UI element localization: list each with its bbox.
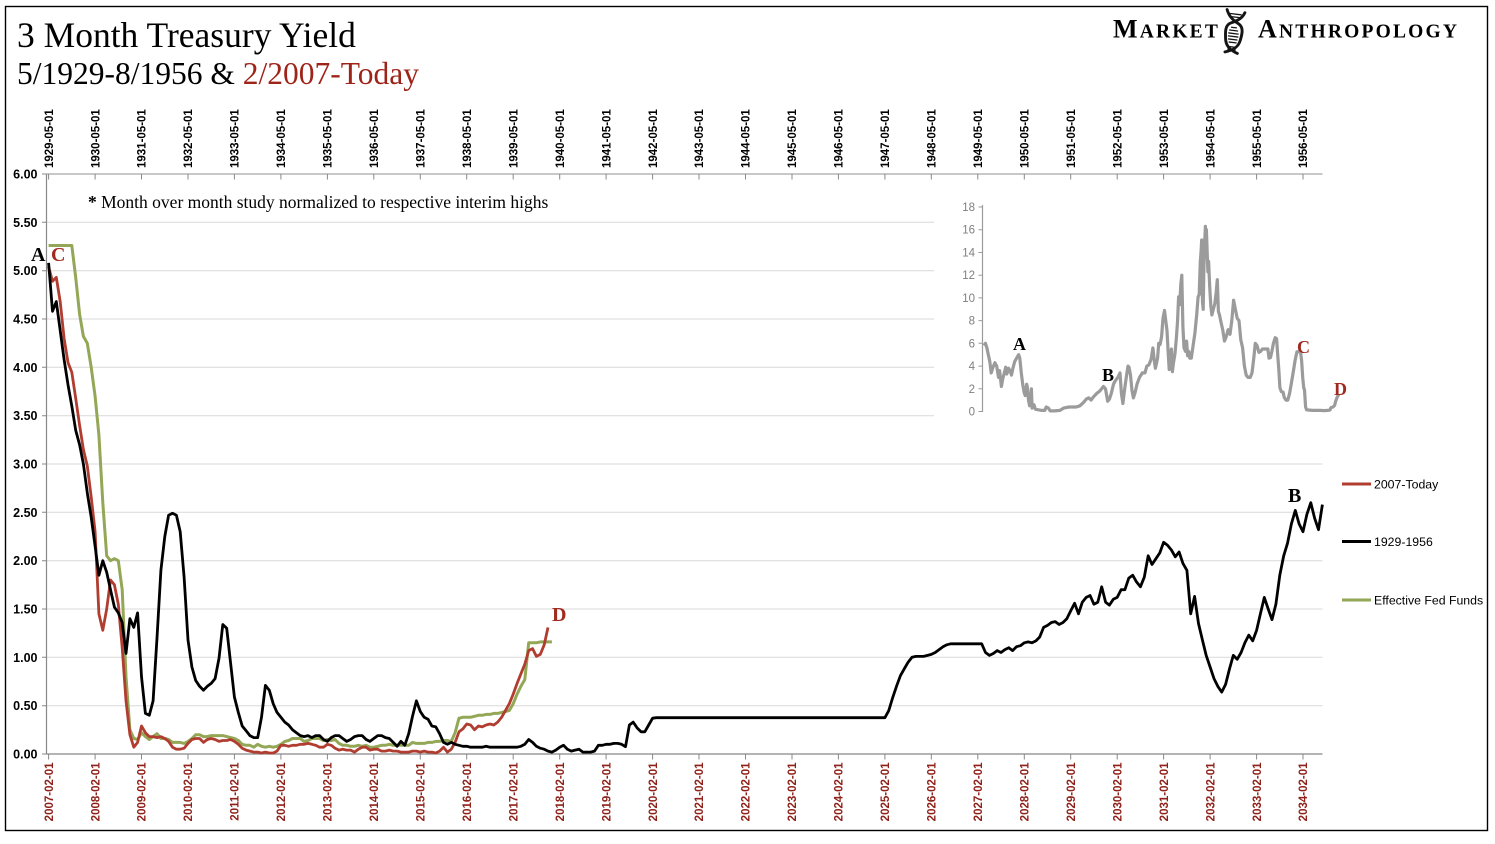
svg-text:8: 8	[969, 316, 975, 328]
svg-text:4.50: 4.50	[13, 313, 37, 327]
svg-text:3.50: 3.50	[13, 409, 37, 423]
svg-text:12: 12	[962, 270, 975, 282]
svg-text:2012-02-01: 2012-02-01	[276, 762, 288, 821]
svg-text:D: D	[1334, 379, 1347, 399]
svg-text:1939-05-01: 1939-05-01	[508, 109, 520, 168]
svg-text:1944-05-01: 1944-05-01	[741, 109, 753, 168]
svg-text:* Month over month study norma: * Month over month study normalized to r…	[88, 192, 548, 212]
svg-text:1933-05-01: 1933-05-01	[230, 109, 242, 168]
svg-text:2.00: 2.00	[13, 554, 37, 568]
svg-text:2017-02-01: 2017-02-01	[508, 762, 520, 821]
svg-text:1948-05-01: 1948-05-01	[927, 109, 939, 168]
svg-text:2030-02-01: 2030-02-01	[1112, 762, 1124, 821]
svg-text:1946-05-01: 1946-05-01	[834, 109, 846, 168]
svg-text:18: 18	[962, 202, 975, 214]
svg-text:0.00: 0.00	[13, 748, 37, 762]
svg-text:1941-05-01: 1941-05-01	[601, 109, 613, 168]
svg-text:2007-Today: 2007-Today	[1374, 478, 1439, 492]
svg-text:1947-05-01: 1947-05-01	[880, 109, 892, 168]
svg-text:2: 2	[969, 384, 975, 396]
svg-text:1.00: 1.00	[13, 651, 37, 665]
svg-text:2025-02-01: 2025-02-01	[880, 762, 892, 821]
svg-text:1932-05-01: 1932-05-01	[183, 109, 195, 168]
svg-text:1931-05-01: 1931-05-01	[137, 109, 149, 168]
svg-text:6.00: 6.00	[13, 168, 37, 182]
svg-text:D: D	[552, 604, 566, 626]
svg-text:0.50: 0.50	[13, 699, 37, 713]
svg-text:1929-1956: 1929-1956	[1374, 535, 1433, 549]
svg-text:1930-05-01: 1930-05-01	[90, 109, 102, 168]
svg-text:4.00: 4.00	[13, 361, 37, 375]
svg-text:3 Month Treasury Yield: 3 Month Treasury Yield	[17, 15, 356, 55]
svg-text:1945-05-01: 1945-05-01	[787, 109, 799, 168]
svg-text:2008-02-01: 2008-02-01	[90, 762, 102, 821]
svg-text:1929-05-01: 1929-05-01	[44, 109, 56, 168]
svg-text:1950-05-01: 1950-05-01	[1020, 109, 1032, 168]
svg-text:1936-05-01: 1936-05-01	[369, 109, 381, 168]
svg-text:2010-02-01: 2010-02-01	[183, 762, 195, 821]
svg-text:2026-02-01: 2026-02-01	[927, 762, 939, 821]
svg-text:1.50: 1.50	[13, 603, 37, 617]
svg-text:1937-05-01: 1937-05-01	[416, 109, 428, 168]
svg-text:2023-02-01: 2023-02-01	[787, 762, 799, 821]
svg-text:2011-02-01: 2011-02-01	[230, 762, 242, 821]
svg-text:2024-02-01: 2024-02-01	[834, 762, 846, 821]
svg-text:1952-05-01: 1952-05-01	[1112, 109, 1124, 168]
svg-text:5.00: 5.00	[13, 264, 37, 278]
svg-text:2027-02-01: 2027-02-01	[973, 762, 985, 821]
svg-text:1935-05-01: 1935-05-01	[323, 109, 335, 168]
svg-text:2018-02-01: 2018-02-01	[555, 762, 567, 821]
svg-text:4: 4	[969, 361, 976, 373]
svg-text:2032-02-01: 2032-02-01	[1205, 762, 1217, 821]
svg-text:B: B	[1288, 485, 1301, 507]
svg-text:16: 16	[962, 225, 975, 237]
svg-text:C: C	[51, 244, 65, 266]
svg-text:A: A	[1013, 334, 1026, 354]
svg-text:C: C	[1297, 337, 1310, 357]
svg-text:6: 6	[969, 338, 975, 350]
svg-text:2014-02-01: 2014-02-01	[369, 762, 381, 821]
svg-text:1954-05-01: 1954-05-01	[1205, 109, 1217, 168]
svg-text:Effective Fed Funds: Effective Fed Funds	[1374, 594, 1483, 608]
svg-text:1938-05-01: 1938-05-01	[462, 109, 474, 168]
svg-text:1943-05-01: 1943-05-01	[694, 109, 706, 168]
svg-text:2029-02-01: 2029-02-01	[1066, 762, 1078, 821]
svg-text:3.00: 3.00	[13, 458, 37, 472]
svg-text:2019-02-01: 2019-02-01	[601, 762, 613, 821]
svg-text:2016-02-01: 2016-02-01	[462, 762, 474, 821]
svg-text:1934-05-01: 1934-05-01	[276, 109, 288, 168]
svg-text:2020-02-01: 2020-02-01	[648, 762, 660, 821]
svg-text:2033-02-01: 2033-02-01	[1252, 762, 1264, 821]
svg-text:2031-02-01: 2031-02-01	[1159, 762, 1171, 821]
svg-text:2022-02-01: 2022-02-01	[741, 762, 753, 821]
svg-text:1956-05-01: 1956-05-01	[1298, 109, 1310, 168]
svg-text:0: 0	[969, 407, 975, 419]
svg-text:2009-02-01: 2009-02-01	[137, 762, 149, 821]
svg-text:1953-05-01: 1953-05-01	[1159, 109, 1171, 168]
svg-text:1951-05-01: 1951-05-01	[1066, 109, 1078, 168]
svg-text:2028-02-01: 2028-02-01	[1020, 762, 1032, 821]
svg-text:1955-05-01: 1955-05-01	[1252, 109, 1264, 168]
svg-text:10: 10	[962, 293, 975, 305]
svg-text:1949-05-01: 1949-05-01	[973, 109, 985, 168]
svg-text:2007-02-01: 2007-02-01	[44, 762, 56, 821]
svg-text:1942-05-01: 1942-05-01	[648, 109, 660, 168]
svg-text:2013-02-01: 2013-02-01	[323, 762, 335, 821]
svg-text:B: B	[1102, 365, 1114, 385]
svg-text:2015-02-01: 2015-02-01	[416, 762, 428, 821]
svg-text:2034-02-01: 2034-02-01	[1298, 762, 1310, 821]
svg-text:5/1929-8/1956 & 2/2007-Today: 5/1929-8/1956 & 2/2007-Today	[17, 56, 419, 91]
svg-text:A: A	[31, 244, 46, 266]
svg-text:2.50: 2.50	[13, 506, 37, 520]
svg-text:2021-02-01: 2021-02-01	[694, 762, 706, 821]
svg-text:5.50: 5.50	[13, 216, 37, 230]
svg-text:1940-05-01: 1940-05-01	[555, 109, 567, 168]
svg-text:14: 14	[962, 248, 975, 260]
